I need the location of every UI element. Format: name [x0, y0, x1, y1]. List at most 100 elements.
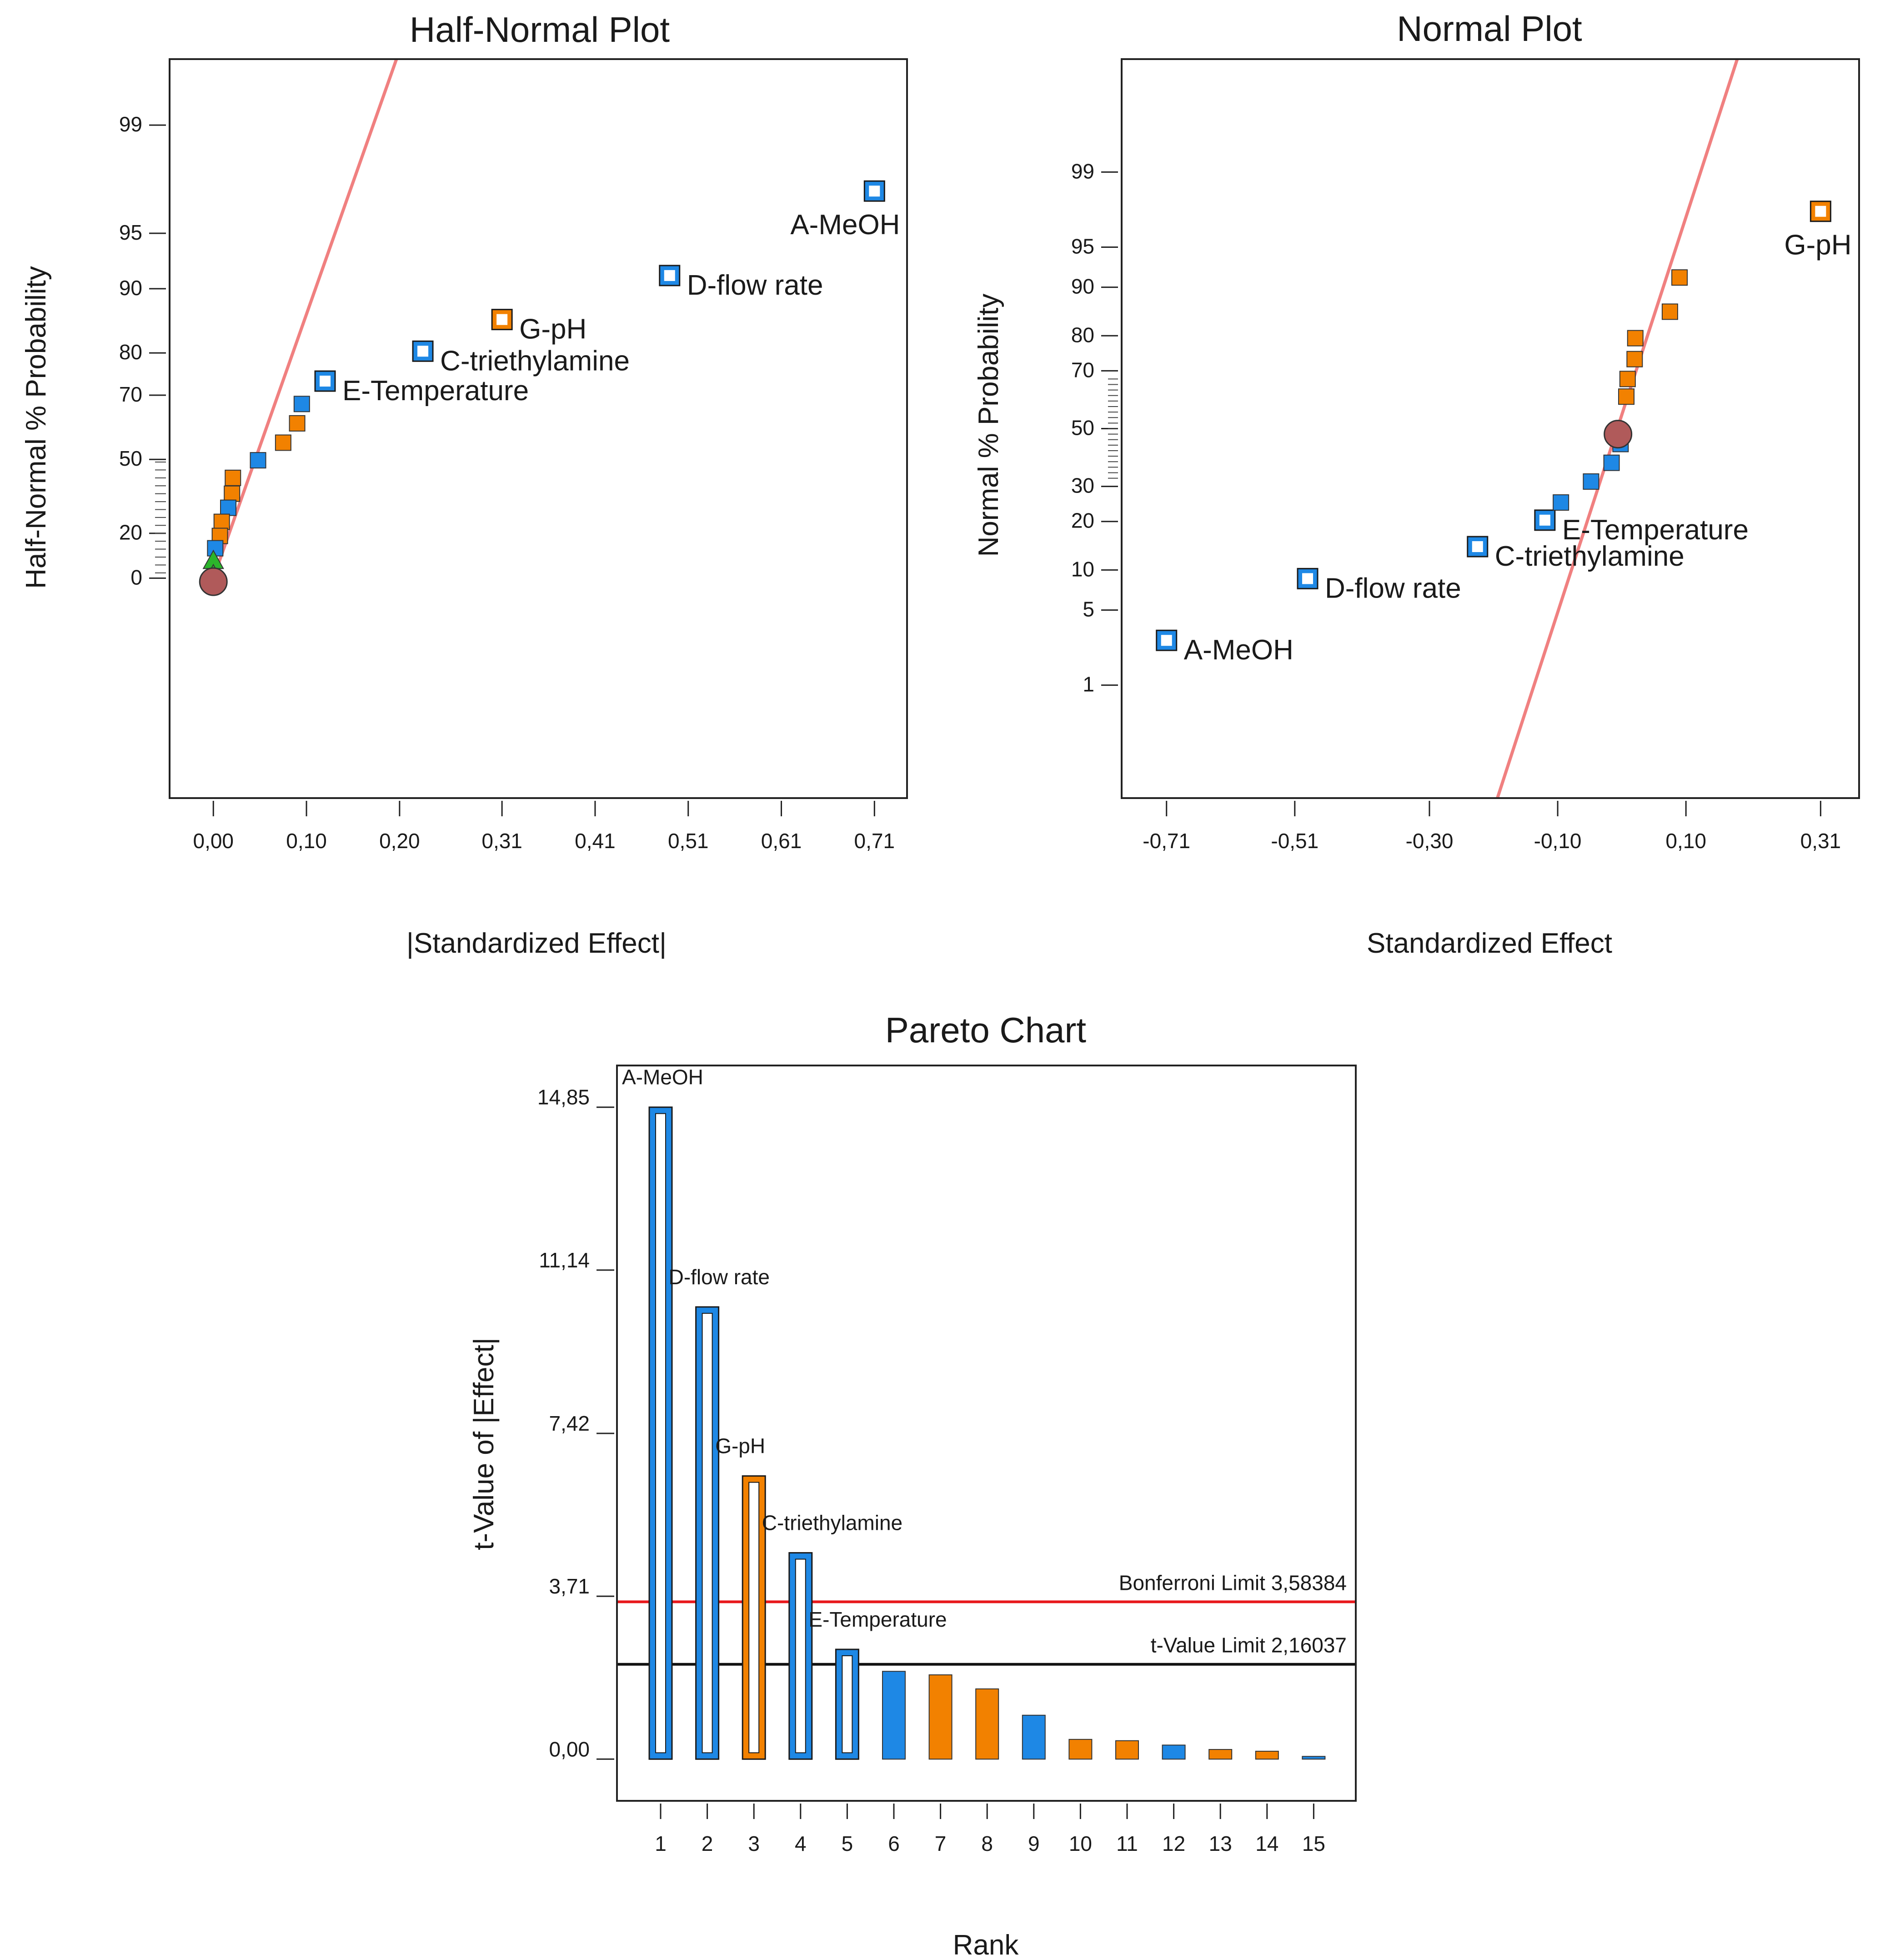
normal-chart: Normal Plot Standardized Effect Normal %… [973, 9, 1860, 959]
effect-point-label: C-triethylamine [1495, 541, 1684, 572]
half-normal-plot-frame [169, 58, 908, 799]
effect-point [213, 513, 230, 530]
effect-point-label: C-triethylamine [440, 345, 630, 377]
effect-point [224, 485, 241, 502]
pareto-x-axis-title: Rank [953, 1930, 1019, 1960]
x-tick-label: -0,30 [1406, 829, 1454, 853]
y-tick-label: 80 [119, 340, 142, 364]
rank-label: 4 [795, 1832, 807, 1855]
x-tick-label: 0,51 [668, 829, 709, 853]
effect-point [1671, 269, 1688, 286]
error-point-circle [199, 567, 228, 596]
pareto-bar [1255, 1750, 1279, 1760]
effect-point-label: D-flow rate [1325, 573, 1461, 604]
pareto-y-axis-title: t-Value of |Effect| [468, 1337, 500, 1550]
pareto-bar-label: D-flow rate [669, 1265, 770, 1289]
y-tick-label: 50 [119, 447, 142, 470]
half-normal-point-labels: A-MeOH D-flow rate G-pHC-triethylamineE-Te… [342, 209, 900, 407]
normal-title: Normal Plot [1397, 9, 1582, 49]
effect-point-hollow-center [664, 270, 675, 281]
pareto-bar [928, 1674, 953, 1760]
effect-point [1553, 494, 1569, 511]
pareto-limits: Bonferroni Limit 3,58384 t-Value Limit 2,… [617, 1571, 1356, 1666]
pareto-bar [1068, 1739, 1093, 1760]
effect-point-hollow-center [320, 376, 331, 387]
pareto-bar-label: G-pH [715, 1434, 765, 1458]
half-normal-x-ticks: 0,00 0,10 0,20 0,31 0,41 0,51 0,61 0,71 [193, 801, 895, 853]
effect-point [275, 434, 291, 451]
pareto-bar-label: A-MeOH [622, 1065, 703, 1089]
normal-y-ticks: 1 5 10 20 30 50 70 80 90 95 99 [1071, 159, 1118, 696]
effect-point-hollow-center [869, 186, 880, 197]
effect-point [1661, 303, 1678, 320]
y-tick-label: 5 [1083, 597, 1094, 621]
pareto-title: Pareto Chart [885, 1010, 1087, 1050]
x-tick-label: -0,10 [1534, 829, 1582, 853]
pareto-bars [648, 1106, 1326, 1760]
tvalue-limit-label: t-Value Limit 2,16037 [1151, 1633, 1347, 1657]
effect-point [220, 499, 237, 516]
x-tick-label: 0,00 [193, 829, 234, 853]
pareto-bar [1162, 1744, 1186, 1760]
pareto-bar-hollow-center [655, 1113, 666, 1754]
x-tick-label: 0,31 [481, 829, 522, 853]
y-tick-label: 20 [1071, 509, 1094, 533]
normal-x-ticks: -0,71 -0,51 -0,30 -0,10 0,10 0,31 [1143, 801, 1841, 853]
rank-label: 9 [1028, 1832, 1040, 1855]
pareto-bar-labels: A-MeOH D-flow rate G-pH C-triethylamine E-Te… [622, 1065, 947, 1631]
rank-label: 1 [655, 1832, 667, 1855]
rank-label: 5 [842, 1832, 853, 1855]
half-normal-title: Half-Normal Plot [410, 10, 670, 50]
effect-point-label: G-pH [1784, 230, 1851, 261]
effect-point-hollow-center [496, 314, 508, 325]
effect-point [225, 469, 241, 486]
effect-point [1626, 351, 1643, 367]
half-normal-y-ticks: 0 20 50 70 80 90 95 99 [119, 112, 166, 589]
effect-point [1619, 371, 1636, 387]
half-normal-chart: Half-Normal Plot |Standardized Effect| H… [20, 10, 908, 959]
effect-point-label: D-flow rate [687, 270, 823, 301]
effect-point [1603, 454, 1620, 471]
effect-point-label: G-pH [519, 314, 587, 345]
y-tick-label: 95 [1071, 235, 1094, 258]
pareto-plot-frame [616, 1065, 1357, 1802]
normal-points [1156, 201, 1831, 651]
pareto-bar [882, 1671, 906, 1760]
x-tick-label: -0,51 [1271, 829, 1319, 853]
x-tick-label: -0,71 [1143, 829, 1190, 853]
rank-label: 13 [1209, 1832, 1232, 1855]
y-tick-label: 30 [1071, 474, 1094, 498]
bonferroni-limit-label: Bonferroni Limit 3,58384 [1119, 1571, 1347, 1594]
normal-y-axis-title: Normal % Probability [973, 294, 1004, 557]
y-tick-label: 70 [119, 382, 142, 406]
pareto-bar-hollow-center [702, 1312, 713, 1754]
y-tick-label: 90 [1071, 275, 1094, 298]
y-tick-label: 80 [1071, 323, 1094, 347]
pareto-bar-label: C-triethylamine [762, 1511, 902, 1535]
effect-point-hollow-center [1539, 514, 1550, 526]
y-tick-label: 14,85 [537, 1086, 590, 1109]
x-tick-label: 0,71 [854, 829, 895, 853]
rank-label: 3 [748, 1832, 760, 1855]
effect-point-label: E-Temperature [342, 375, 529, 407]
rank-label: 8 [981, 1832, 993, 1855]
effect-point-label: A-MeOH [790, 209, 900, 241]
y-tick-label: 95 [119, 221, 142, 244]
effect-point-label: E-Temperature [1562, 514, 1749, 546]
pareto-y-ticks: 0,00 3,71 7,42 11,14 14,85 [537, 1086, 614, 1761]
y-tick-label: 3,71 [549, 1574, 590, 1598]
normal-x-axis-title: Standardized Effect [1367, 928, 1612, 959]
y-tick-label: 0 [130, 565, 142, 589]
effect-point-label: A-MeOH [1184, 634, 1293, 666]
effect-point [289, 415, 306, 432]
pareto-bar [975, 1688, 999, 1760]
x-tick-label: 0,20 [379, 829, 420, 853]
half-normal-y-axis-title: Half-Normal % Probability [20, 266, 52, 589]
normal-plot-frame [1121, 58, 1860, 799]
y-tick-label: 7,42 [549, 1412, 590, 1435]
x-tick-label: 0,31 [1800, 829, 1841, 853]
effect-point [1583, 473, 1599, 490]
y-tick-label: 20 [119, 521, 142, 544]
rank-label: 7 [935, 1832, 947, 1855]
